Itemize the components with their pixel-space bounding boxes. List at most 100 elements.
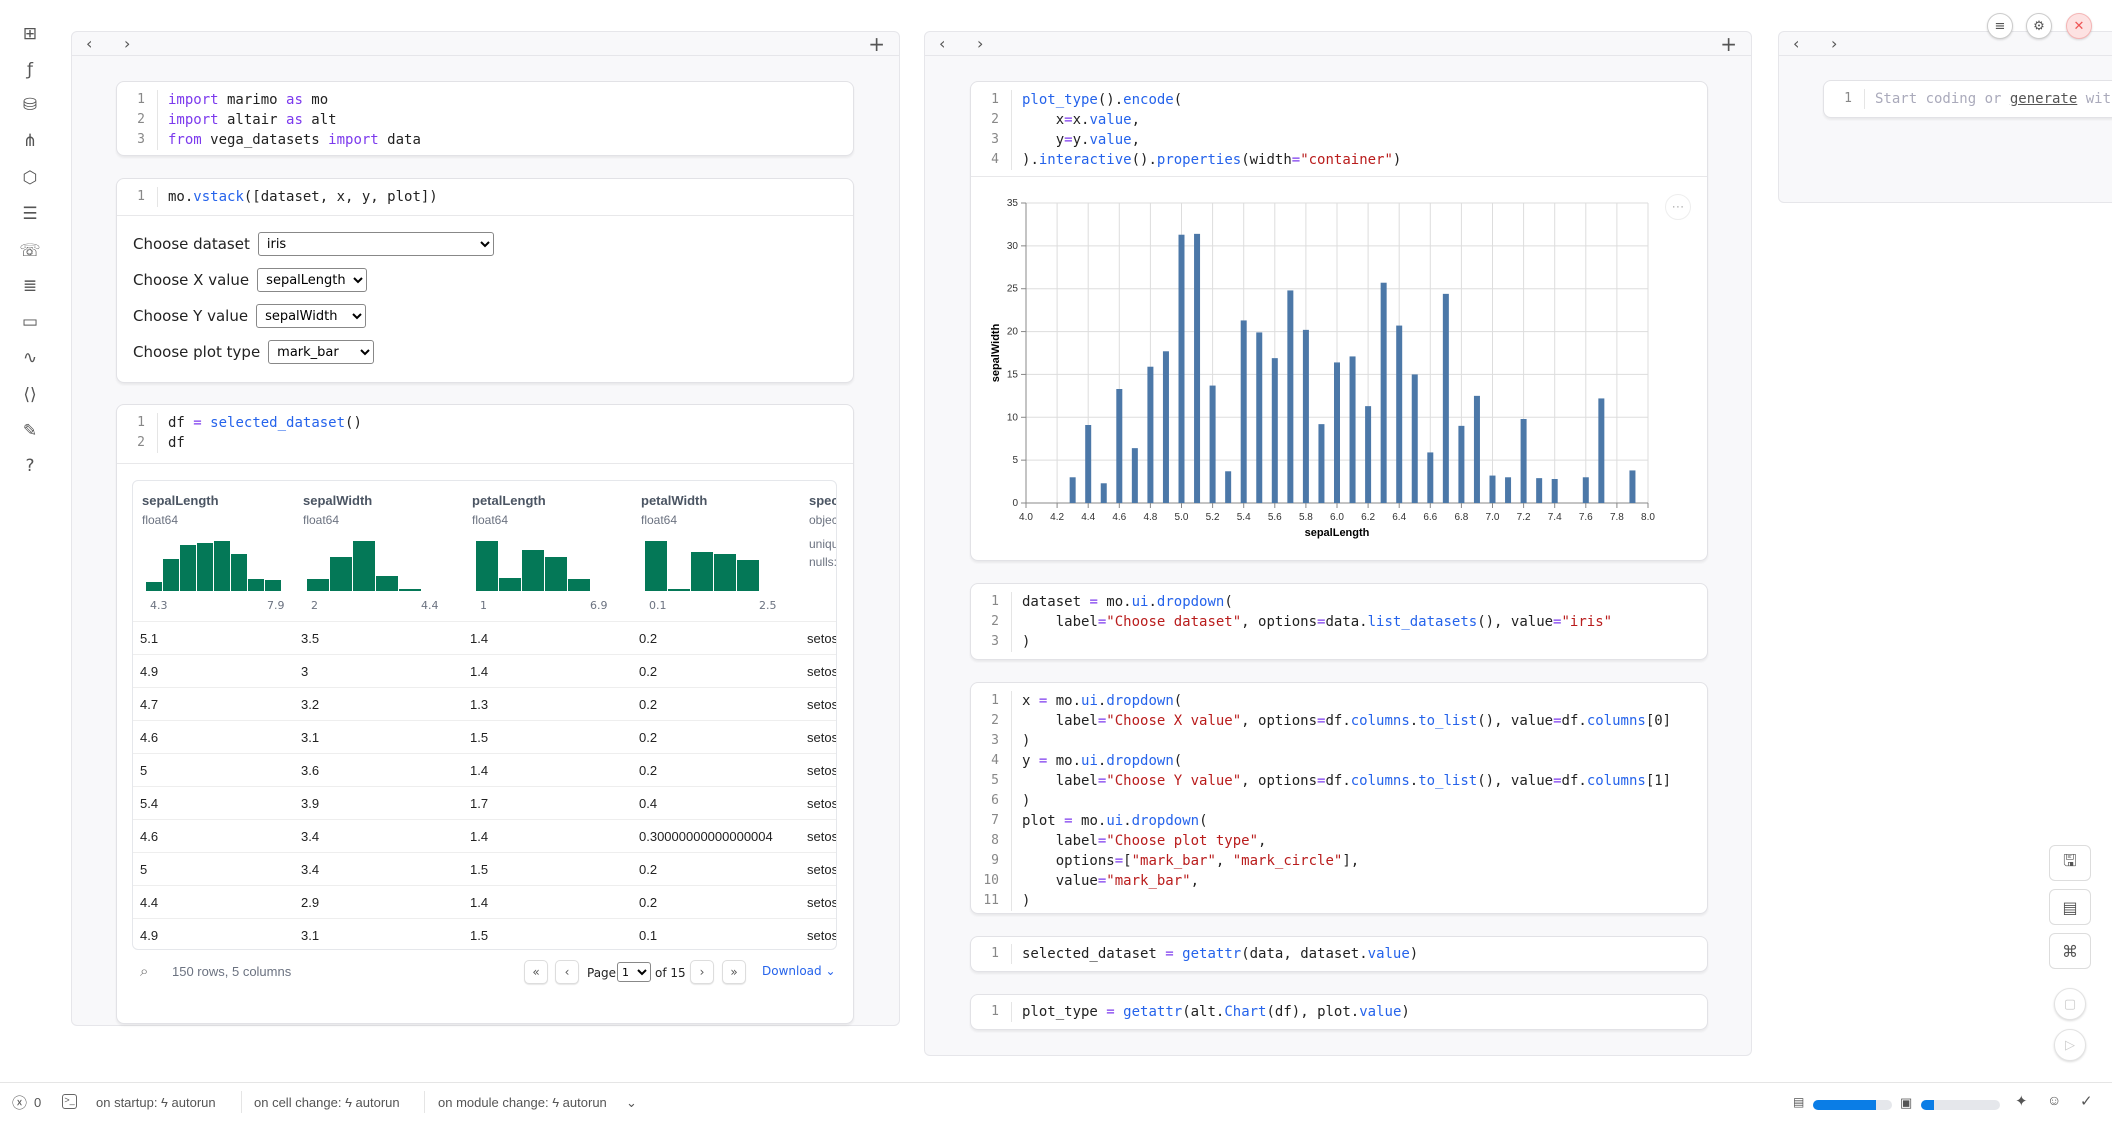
code-line[interactable]: 10 value="mark_bar", — [971, 871, 1707, 891]
cell-xy-dropdowns[interactable]: 1x = mo.ui.dropdown(2 label="Choose X va… — [970, 682, 1708, 914]
move-right-icon[interactable]: › — [1831, 34, 1837, 53]
code-line[interactable]: 11) — [971, 891, 1707, 911]
dropdown[interactable]: sepalWidth — [256, 304, 366, 328]
code-line[interactable]: 4y = mo.ui.dropdown( — [971, 751, 1707, 771]
code-line[interactable]: 4).interactive().properties(width="conta… — [971, 150, 1707, 170]
close-button[interactable]: ✕ — [2066, 13, 2092, 39]
move-left-icon[interactable]: ‹ — [1793, 34, 1799, 53]
cell-change-autorun[interactable]: on cell change: ϟ autorun — [254, 1095, 400, 1110]
check-status-icon[interactable]: ✓ — [2080, 1092, 2093, 1110]
move-right-icon[interactable]: › — [977, 34, 983, 53]
prev-page-button[interactable]: ‹ — [555, 960, 579, 984]
cell-chart[interactable]: 1plot_type().encode(2 x=x.value,3 y=y.va… — [970, 81, 1708, 561]
activity-icon[interactable]: ∿ — [14, 344, 46, 372]
ai-sparkle-icon[interactable]: ✦ — [2015, 1092, 2028, 1110]
table-row[interactable]: 53.61.40.2setosa — [133, 753, 836, 786]
histogram-bar[interactable] — [568, 579, 590, 591]
dropdown[interactable]: mark_bar — [268, 340, 374, 364]
code-line[interactable]: 2df — [117, 433, 853, 453]
code-line[interactable]: 3 y=y.value, — [971, 130, 1707, 150]
cell-empty[interactable]: 1Start coding or generate with — [1823, 80, 2112, 118]
code-line[interactable]: 1df = selected_dataset() — [117, 413, 853, 433]
move-right-icon[interactable]: › — [124, 34, 130, 53]
code-line[interactable]: 3) — [971, 632, 1707, 652]
chart-actions-button[interactable]: ⋯ — [1665, 194, 1691, 220]
code-line[interactable]: 7plot = mo.ui.dropdown( — [971, 811, 1707, 831]
histogram-bar[interactable] — [307, 579, 329, 591]
table-row[interactable]: 4.73.21.30.2setosa — [133, 687, 836, 720]
histogram-bar[interactable] — [645, 541, 667, 591]
histogram-bar[interactable] — [146, 582, 162, 591]
next-page-button[interactable]: › — [690, 960, 714, 984]
last-page-button[interactable]: » — [722, 960, 746, 984]
cell-plot-type[interactable]: 1plot_type = getattr(alt.Chart(df), plot… — [970, 994, 1708, 1030]
code-line[interactable]: 2import altair as alt — [117, 110, 853, 130]
page-select[interactable]: 1 — [617, 962, 651, 982]
menu-button[interactable]: ≡ — [1987, 13, 2013, 39]
column-header[interactable]: species — [809, 493, 837, 508]
search-list-icon[interactable]: ≣ — [14, 272, 46, 300]
histogram-bar[interactable] — [163, 559, 179, 591]
help-icon[interactable]: ? — [14, 452, 46, 480]
move-left-icon[interactable]: ‹ — [86, 34, 92, 53]
column-header[interactable]: petalWidth — [641, 493, 707, 508]
file-tree-icon[interactable]: ⊞ — [14, 20, 46, 48]
table-row[interactable]: 4.42.91.40.2setosa — [133, 885, 836, 918]
table-row[interactable]: 4.931.40.2setosa — [133, 654, 836, 687]
column-header[interactable]: petalLength — [472, 493, 546, 508]
histogram-bar[interactable] — [737, 560, 759, 591]
code-placeholder[interactable]: Start coding or generate with — [1864, 89, 2112, 109]
cell-dataset-dropdown[interactable]: 1dataset = mo.ui.dropdown(2 label="Choos… — [970, 583, 1708, 660]
code-line[interactable]: 8 label="Choose plot type", — [971, 831, 1707, 851]
table-row[interactable]: 4.63.41.40.30000000000000004setosa — [133, 819, 836, 852]
histogram-bar[interactable] — [668, 589, 690, 591]
code-line[interactable]: 9 options=["mark_bar", "mark_circle"], — [971, 851, 1707, 871]
add-column-icon[interactable]: + — [868, 32, 885, 56]
code-line[interactable]: 1dataset = mo.ui.dropdown( — [971, 592, 1707, 612]
histogram-bar[interactable] — [330, 557, 352, 591]
function-icon[interactable]: ƒ — [14, 56, 46, 84]
dropdown[interactable]: sepalLength — [257, 268, 367, 292]
histogram-bar[interactable] — [248, 579, 264, 591]
code-line[interactable]: 3) — [971, 731, 1707, 751]
settings-button[interactable]: ⚙ — [2026, 13, 2052, 39]
table-row[interactable]: 5.13.51.40.2setosa — [133, 621, 836, 654]
table-row[interactable]: 5.43.91.70.4setosa — [133, 786, 836, 819]
histogram-bar[interactable] — [180, 545, 196, 591]
layout-button[interactable]: ▤ — [2049, 889, 2091, 925]
histogram-bar[interactable] — [353, 541, 375, 591]
chat-icon[interactable]: ☏ — [14, 237, 46, 265]
chevron-down-icon[interactable]: ⌄ — [626, 1095, 637, 1111]
module-change-autorun[interactable]: on module change: ϟ autorun — [438, 1095, 607, 1110]
code-line[interactable]: 6) — [971, 791, 1707, 811]
histogram-bar[interactable] — [545, 557, 567, 591]
histogram-bar[interactable] — [214, 541, 230, 591]
histogram-bar[interactable] — [476, 541, 498, 591]
notes-icon[interactable]: ✎ — [14, 417, 46, 445]
dependency-graph-icon[interactable]: ⋔ — [14, 127, 46, 155]
cell-selected-dataset[interactable]: 1selected_dataset = getattr(data, datase… — [970, 936, 1708, 972]
column-header[interactable]: sepalWidth — [303, 493, 372, 508]
code-line[interactable]: 1plot_type = getattr(alt.Chart(df), plot… — [971, 1002, 1707, 1022]
histogram-bar[interactable] — [376, 576, 398, 591]
table-row[interactable]: 53.41.50.2setosa — [133, 852, 836, 885]
cell-vstack[interactable]: 1mo.vstack([dataset, x, y, plot]) Choose… — [116, 178, 854, 383]
histogram-bar[interactable] — [399, 589, 421, 591]
first-page-button[interactable]: « — [524, 960, 548, 984]
startup-autorun[interactable]: on startup: ϟ autorun — [96, 1095, 216, 1110]
add-column-icon[interactable]: + — [1720, 32, 1737, 56]
histogram-bar[interactable] — [522, 550, 544, 591]
table-row[interactable]: 4.93.11.50.1setosa — [133, 918, 836, 950]
histogram-bar[interactable] — [197, 543, 213, 591]
code-line[interactable]: 3from vega_datasets import data — [117, 130, 853, 150]
table-row[interactable]: 4.63.11.50.2setosa — [133, 720, 836, 753]
histogram-bar[interactable] — [265, 580, 281, 591]
code-line[interactable]: 1mo.vstack([dataset, x, y, plot]) — [117, 187, 853, 207]
move-left-icon[interactable]: ‹ — [939, 34, 945, 53]
column-header[interactable]: sepalLength — [142, 493, 219, 508]
histogram-bar[interactable] — [231, 554, 247, 591]
outline-icon[interactable]: ☰ — [14, 200, 46, 228]
command-palette-button[interactable]: ⌘ — [2049, 933, 2091, 969]
snippets-icon[interactable]: ⟨⟩ — [14, 381, 46, 409]
download-button[interactable]: Download ⌄ — [762, 964, 836, 978]
